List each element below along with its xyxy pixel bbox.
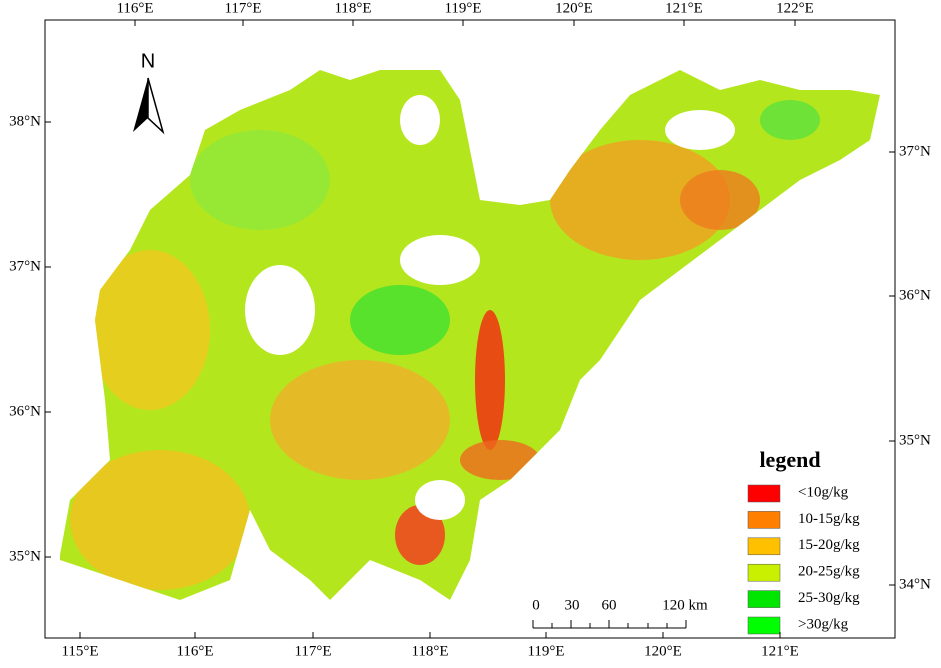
scale-label: 120 km bbox=[662, 597, 708, 613]
bottom-tick-label: 117°E bbox=[294, 643, 331, 659]
bottom-tick-label: 119°E bbox=[527, 643, 564, 659]
legend-swatch bbox=[747, 511, 781, 529]
left-tick-label: 38°N bbox=[9, 113, 41, 129]
legend-label: <10g/kg bbox=[798, 484, 849, 500]
left-tick-label: 37°N bbox=[9, 258, 41, 274]
coordinate-labels: 116°E 117°E 118°E 119°E 120°E 121°E 122°E 115°E… bbox=[9, 0, 931, 659]
legend-swatch bbox=[747, 590, 781, 608]
legend-swatch bbox=[747, 563, 781, 582]
top-tick-label: 121°E bbox=[665, 0, 703, 16]
legend-swatch bbox=[747, 484, 781, 503]
legend-label: 25-30g/kg bbox=[798, 590, 860, 606]
right-tick-label: 37°N bbox=[899, 143, 931, 159]
map-frame bbox=[44, 19, 896, 639]
legend-label: 15-20g/kg bbox=[798, 537, 860, 553]
legend-title: legend bbox=[759, 447, 820, 472]
top-tick-label: 118°E bbox=[334, 0, 371, 16]
bottom-tick-label: 118°E bbox=[411, 643, 448, 659]
top-tick-label: 117°E bbox=[224, 0, 261, 16]
left-tick-label: 35°N bbox=[9, 548, 41, 564]
top-tick-label: 120°E bbox=[555, 0, 593, 16]
legend-label: >30g/kg bbox=[798, 616, 849, 632]
legend-label: 10-15g/kg bbox=[798, 511, 860, 527]
legend-swatch bbox=[747, 616, 781, 635]
bottom-tick-label: 116°E bbox=[176, 643, 213, 659]
top-tick-label: 119°E bbox=[444, 0, 481, 16]
right-tick-label: 36°N bbox=[899, 287, 931, 303]
bottom-tick-label: 120°E bbox=[644, 643, 682, 659]
bottom-tick-label: 115°E bbox=[61, 643, 98, 659]
scale-label: 0 bbox=[532, 597, 540, 613]
right-tick-label: 35°N bbox=[899, 432, 931, 448]
north-label: N bbox=[141, 50, 155, 72]
legend-label: 20-25g/kg bbox=[798, 564, 860, 580]
right-tick-label: 34°N bbox=[899, 576, 931, 592]
north-arrow: N bbox=[133, 50, 165, 135]
top-tick-label: 116°E bbox=[116, 0, 153, 16]
legend: <10g/kg 10-15g/kg 15-20g/kg 20-25g/kg 25-30g… bbox=[747, 484, 860, 635]
scale-label: 60 bbox=[602, 597, 617, 613]
bottom-tick-label: 121°E bbox=[761, 643, 799, 659]
scale-bar: 0 30 60 120 km bbox=[532, 597, 708, 629]
legend-swatch bbox=[747, 537, 781, 556]
scale-label: 30 bbox=[565, 597, 580, 613]
left-tick-label: 36°N bbox=[9, 403, 41, 419]
top-tick-label: 122°E bbox=[776, 0, 814, 16]
